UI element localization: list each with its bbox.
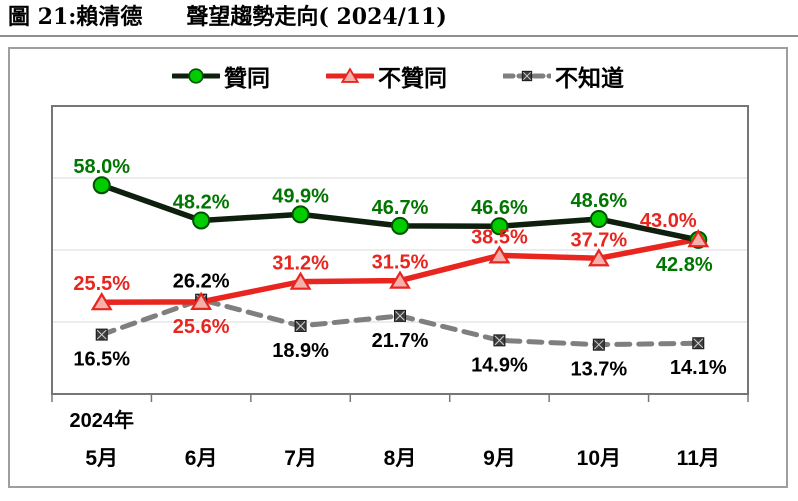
data-label: 21.7% — [372, 330, 429, 352]
unknown-line-icon — [503, 70, 551, 82]
legend-label-disapprove: 不贊同 — [378, 65, 447, 91]
data-label: 48.2% — [173, 191, 230, 213]
data-label: 49.9% — [272, 185, 329, 207]
data-label: 43.0% — [640, 210, 697, 232]
x-axis-label: 10月 — [577, 447, 621, 470]
x-axis-year-label: 2024年 — [69, 408, 134, 432]
x-axis-label: 7月 — [284, 447, 317, 470]
data-label: 14.9% — [471, 354, 528, 376]
data-label: 13.7% — [570, 359, 627, 381]
data-label: 58.0% — [73, 156, 130, 178]
data-label: 25.5% — [73, 273, 130, 295]
title-rule — [0, 35, 798, 37]
x-axis-label: 9月 — [483, 447, 516, 470]
series-labels-2: 16.5% 26.2% 18.9% 21.7% 14.9% 13.7% 14.1% — [73, 271, 726, 381]
series-labels-1: 25.5% 25.6% 31.2% 31.5% 38.5% 37.7% 43.0% — [73, 210, 696, 338]
data-label: 46.7% — [372, 197, 429, 219]
legend-label-unknown: 不知道 — [555, 65, 624, 91]
data-label: 16.5% — [73, 349, 130, 371]
data-label: 31.2% — [272, 253, 329, 275]
chart-legend: 贊同 不贊同 不知道 — [10, 59, 786, 93]
x-axis-label: 5月 — [85, 447, 118, 470]
chart-frame: 贊同 不贊同 不知道 58.0% 48.2% 49.9% 46.7% 46.6% 48.6… — [8, 47, 788, 488]
x-axis-label: 8月 — [384, 447, 417, 470]
legend-item-approve: 贊同 — [172, 59, 270, 93]
data-label: 31.5% — [372, 252, 429, 274]
x-axis-ticks — [51, 395, 749, 402]
data-label: 25.6% — [173, 316, 230, 338]
legend-item-unknown: 不知道 — [503, 59, 624, 93]
data-label: 37.7% — [570, 229, 627, 251]
data-label: 18.9% — [272, 340, 329, 362]
data-label: 38.5% — [471, 226, 528, 248]
x-axis-label: 11月 — [677, 447, 720, 470]
series-markers-1 — [90, 229, 710, 311]
data-label: 42.8% — [656, 254, 713, 276]
data-label: 14.1% — [670, 357, 727, 379]
plot-border — [51, 105, 749, 395]
legend-label-approve: 贊同 — [224, 65, 270, 91]
legend-item-disapprove: 不贊同 — [326, 59, 447, 93]
x-axis-label: 6月 — [185, 447, 218, 470]
data-label: 26.2% — [173, 271, 230, 293]
disapprove-line-icon — [326, 67, 374, 83]
data-label: 48.6% — [570, 190, 627, 212]
page-title: 圖 21:賴清德 聲望趨勢走向( 2024/11) — [8, 4, 447, 30]
data-label: 46.6% — [471, 197, 528, 219]
x-axis-month-labels: 5月 6月 7月 8月 9月 10月 11月 — [85, 447, 720, 470]
approve-line-icon — [172, 68, 220, 84]
trend-line-chart: 58.0%48.2% 49.9%46.7% 46.6% 48.6%42.8%25.5%… — [51, 105, 749, 470]
series-labels-0: 58.0% 48.2% 49.9% 46.7% 46.6% 48.6% 42.8% — [73, 156, 712, 276]
